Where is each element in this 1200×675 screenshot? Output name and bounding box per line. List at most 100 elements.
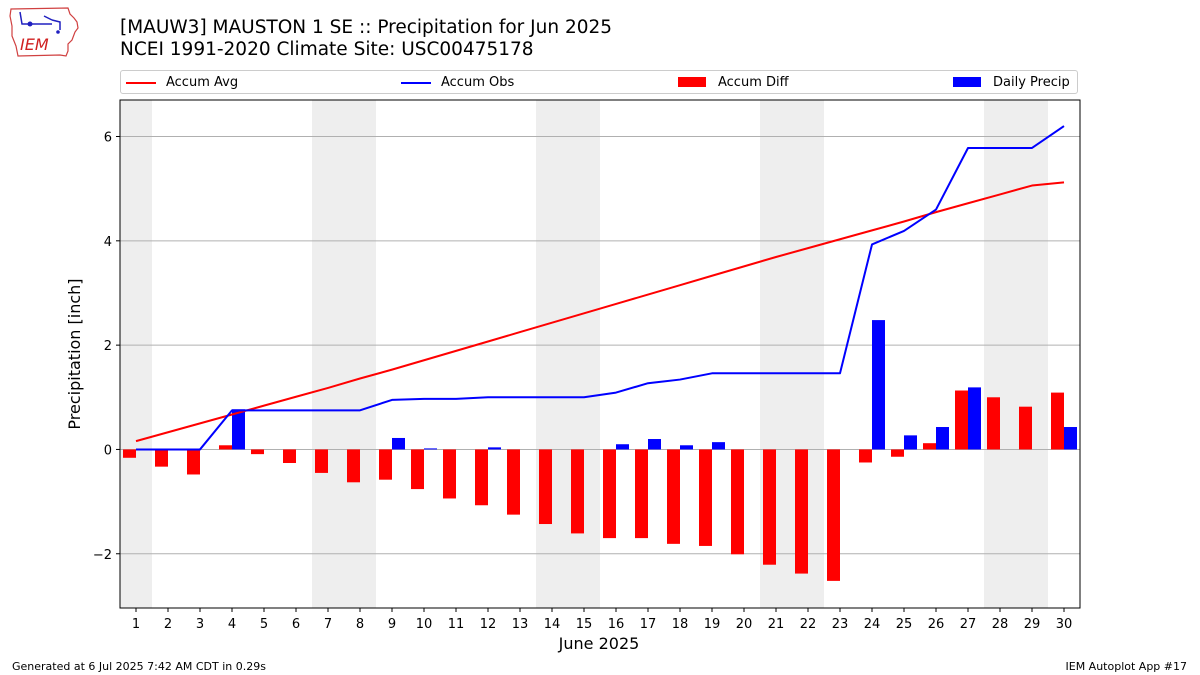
accum-diff-bar-day-17	[635, 449, 648, 539]
footer-app-id: IEM Autoplot App #17	[1065, 660, 1188, 673]
plot-frame	[119, 99, 1081, 609]
weekend-shade-day-8	[344, 100, 376, 608]
legend-label-accum-diff: Accum Diff	[718, 75, 789, 90]
daily-precip-bar-day-18	[680, 445, 693, 450]
accum-obs-line	[136, 125, 1065, 451]
x-tick-label-day-28: 28	[992, 617, 1009, 632]
y-tick-label-4: 6	[104, 131, 112, 146]
x-tick-label-day-7: 7	[324, 617, 332, 632]
accum-diff-bar-day-25	[891, 449, 904, 457]
x-tick-label-day-21: 21	[768, 617, 785, 632]
legend-swatch-accum-avg	[126, 82, 156, 84]
chart-legend: Accum Avg Accum Obs Accum Diff Daily Pre…	[120, 70, 1078, 94]
lines-layer	[135, 125, 1065, 451]
iowa-state-outline-icon	[9, 7, 79, 57]
accum-diff-bar-day-19	[699, 449, 712, 546]
weekend-shade-day-14	[536, 100, 568, 608]
x-tick-label-day-3: 3	[196, 617, 204, 632]
weekend-shading-layer	[120, 100, 1048, 608]
daily-precip-bar-day-19	[712, 442, 725, 450]
accum-diff-bar-day-10	[411, 449, 424, 490]
x-tick-label-day-27: 27	[960, 617, 977, 632]
accum-diff-bar-day-11	[443, 449, 456, 499]
accum-diff-bar-day-6	[283, 449, 296, 464]
legend-swatch-accum-diff	[678, 77, 706, 87]
chart-title-line1: [MAUW3] MAUSTON 1 SE :: Precipitation fo…	[120, 17, 613, 38]
weather-station-icon	[19, 11, 61, 30]
x-tick-label-day-10: 10	[416, 617, 433, 632]
legend-label-daily-precip: Daily Precip	[993, 75, 1070, 90]
weekend-shade-day-29	[1016, 100, 1048, 608]
x-tick-label-day-9: 9	[388, 617, 396, 632]
accum-diff-bar-day-8	[347, 449, 360, 483]
x-tick-label-day-13: 13	[512, 617, 529, 632]
accum-diff-bar-day-28	[987, 397, 1000, 450]
x-tick-label-day-14: 14	[544, 617, 561, 632]
x-tick-label-day-15: 15	[576, 617, 593, 632]
bars-layer	[123, 320, 1077, 581]
accum-diff-bar-day-22	[795, 449, 808, 574]
x-tick-label-day-5: 5	[260, 617, 268, 632]
accum-diff-bar-day-3	[187, 449, 200, 475]
x-tick-label-day-16: 16	[608, 617, 625, 632]
iem-logo: IEM	[9, 7, 79, 57]
weekend-shade-day-28	[984, 100, 1016, 608]
accum-diff-bar-day-9	[379, 449, 392, 480]
daily-precip-bar-day-25	[904, 435, 917, 450]
x-tick-label-day-26: 26	[928, 617, 945, 632]
accum-diff-bar-day-13	[507, 449, 520, 515]
accum-diff-bar-day-23	[827, 449, 840, 581]
x-tick-label-day-25: 25	[896, 617, 913, 632]
legend-swatch-accum-obs	[401, 82, 431, 84]
x-tick-label-day-22: 22	[800, 617, 817, 632]
daily-precip-bar-day-4	[232, 409, 245, 450]
y-tick-label-3: 4	[104, 235, 112, 250]
x-tick-label-day-29: 29	[1024, 617, 1041, 632]
x-tick-label-day-11: 11	[448, 617, 465, 632]
daily-precip-bar-day-30	[1064, 427, 1077, 450]
footer-generated-note: Generated at 6 Jul 2025 7:42 AM CDT in 0…	[12, 660, 266, 673]
accum-diff-bar-day-18	[667, 449, 680, 544]
x-tick-label-day-17: 17	[640, 617, 657, 632]
y-axis-label: Precipitation [inch]	[65, 278, 84, 429]
x-tick-label-day-19: 19	[704, 617, 721, 632]
legend-label-accum-avg: Accum Avg	[166, 75, 239, 90]
accum-diff-bar-day-4	[219, 445, 232, 450]
accum-diff-bar-day-1	[123, 449, 136, 458]
accum-diff-bar-day-14	[539, 449, 552, 525]
x-tick-label-day-8: 8	[356, 617, 364, 632]
logo-text: IEM	[20, 35, 49, 54]
accum-diff-bar-day-26	[923, 443, 936, 450]
daily-precip-bar-day-26	[936, 427, 949, 450]
accum-diff-bar-day-20	[731, 449, 744, 555]
x-tick-label-day-23: 23	[832, 617, 849, 632]
daily-precip-bar-day-12	[488, 447, 501, 450]
daily-precip-bar-day-10	[424, 448, 437, 450]
accum-diff-bar-day-7	[315, 449, 328, 473]
x-tick-label-day-30: 30	[1056, 617, 1073, 632]
weekend-shade-day-1	[120, 100, 152, 608]
daily-precip-bar-day-27	[968, 387, 981, 450]
x-tick-label-day-6: 6	[292, 617, 300, 632]
accum-diff-bar-day-27	[955, 390, 968, 450]
x-tick-label-day-12: 12	[480, 617, 497, 632]
daily-precip-bar-day-9	[392, 437, 405, 450]
accum-diff-bar-day-5	[251, 449, 264, 455]
x-tick-label-day-20: 20	[736, 617, 753, 632]
chart-title: [MAUW3] MAUSTON 1 SE :: Precipitation fo…	[120, 17, 612, 61]
x-tick-label-day-4: 4	[228, 617, 236, 632]
x-tick-label-day-1: 1	[132, 617, 140, 632]
chart-title-line2: NCEI 1991-2020 Climate Site: USC00475178	[120, 39, 534, 60]
accum-diff-bar-day-16	[603, 449, 616, 539]
daily-precip-bar-day-16	[616, 444, 629, 450]
accum-diff-bar-day-15	[571, 449, 584, 534]
accum-avg-line	[135, 181, 1065, 443]
legend-swatch-daily-precip	[953, 77, 981, 87]
legend-label-accum-obs: Accum Obs	[441, 75, 515, 90]
grid-layer	[120, 136, 1080, 555]
y-tick-label-0: −2	[93, 548, 112, 563]
daily-precip-bar-day-17	[648, 439, 661, 450]
accum-diff-bar-day-2	[155, 449, 168, 467]
